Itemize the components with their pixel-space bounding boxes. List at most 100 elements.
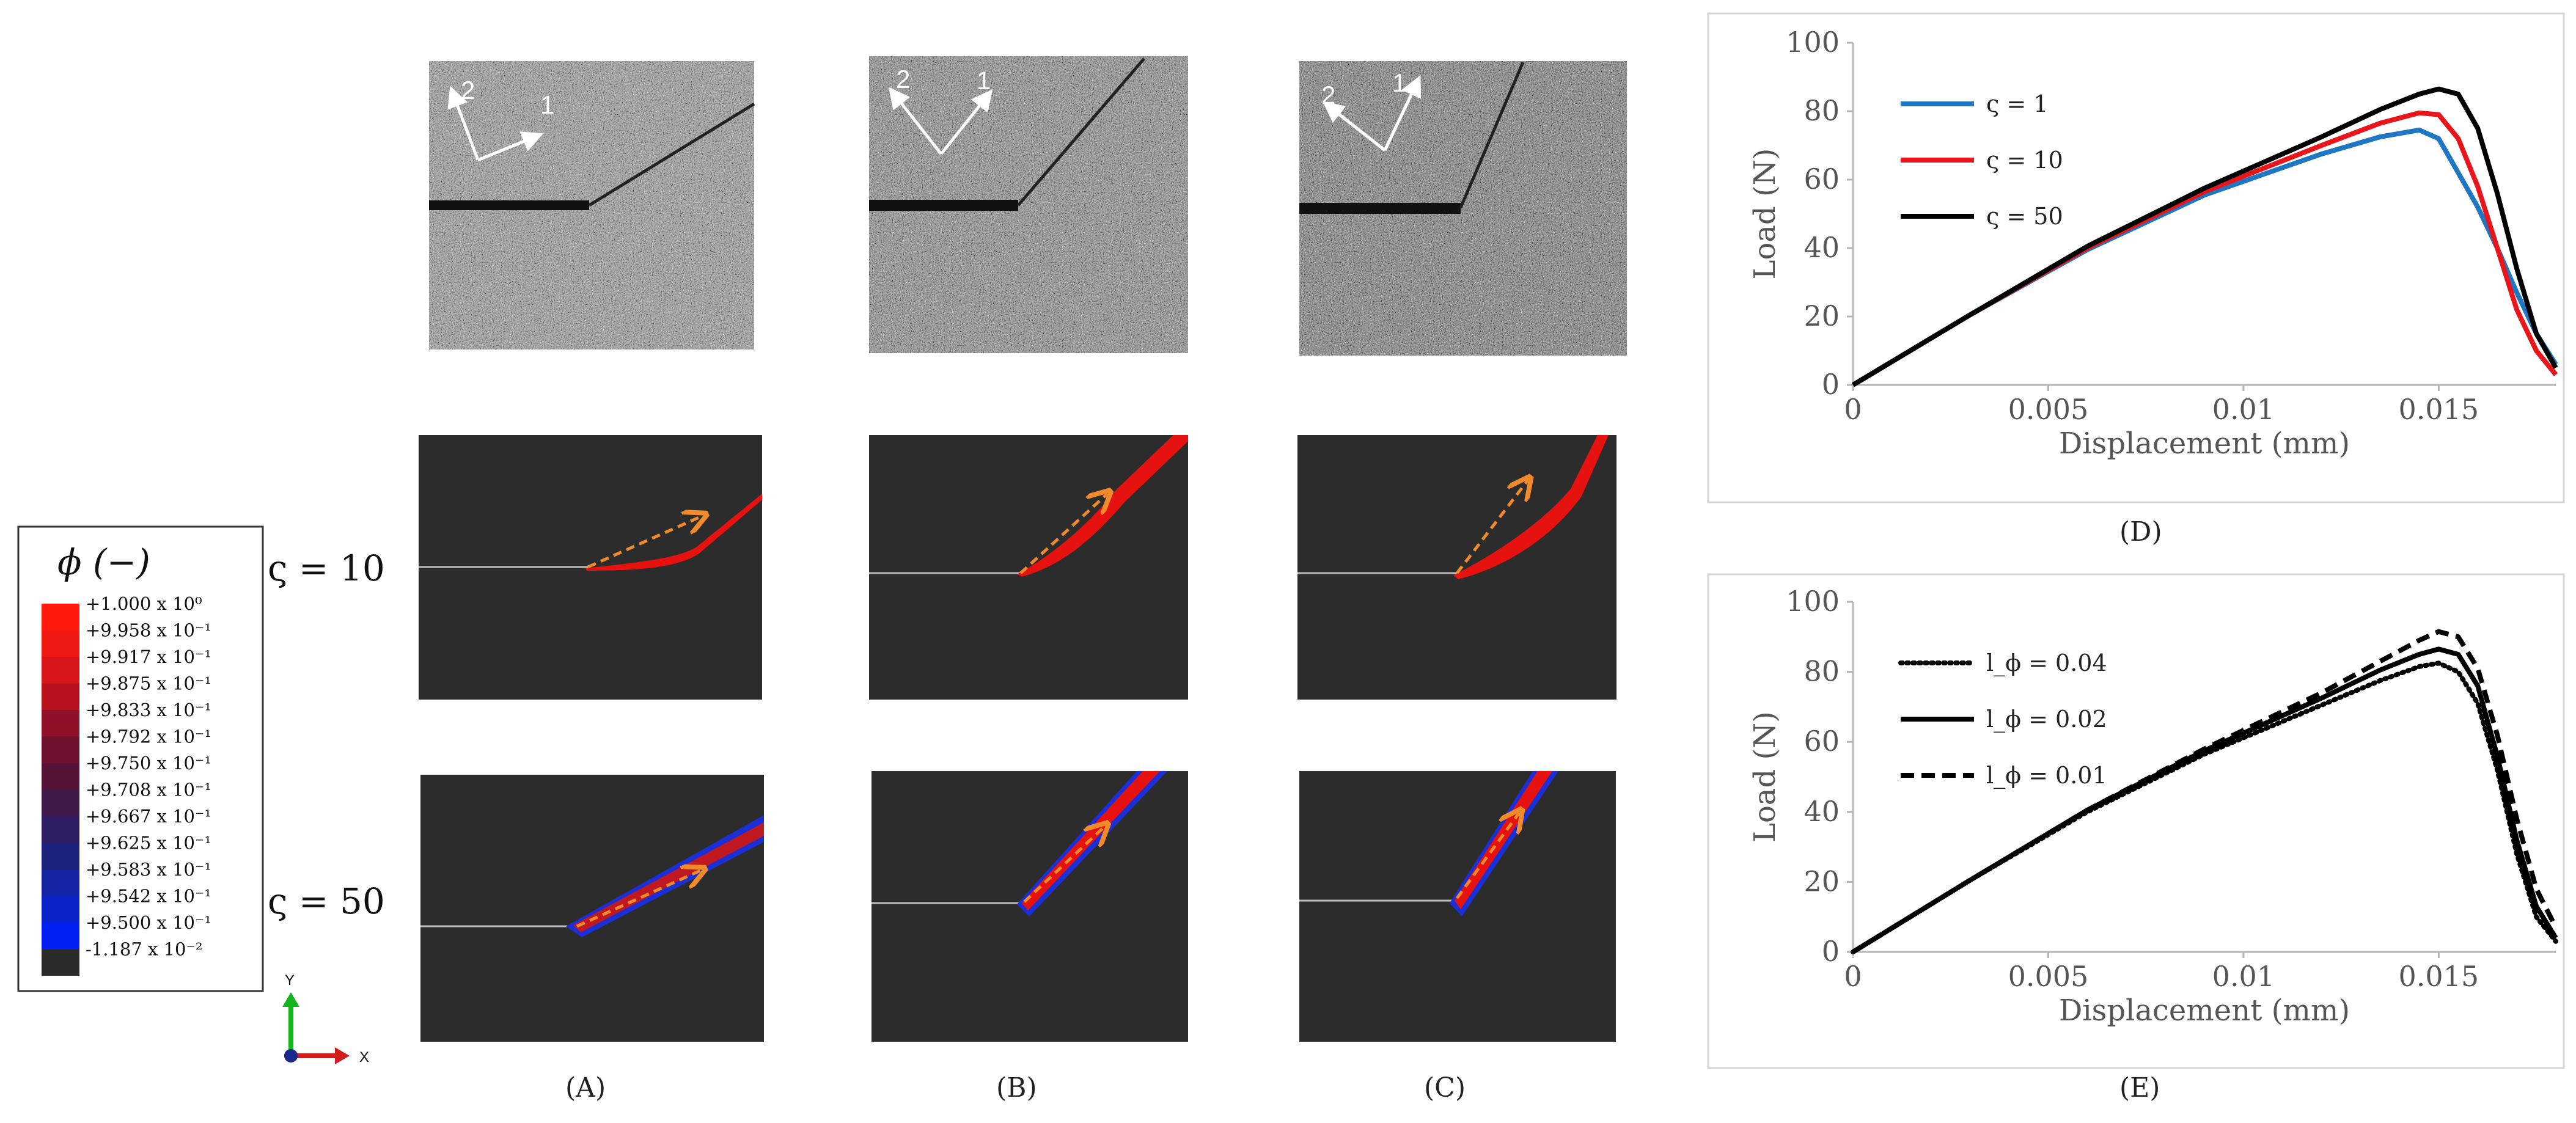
axes-triad: Y X xyxy=(282,972,369,1066)
x-tick-label: 0.005 xyxy=(2008,393,2089,426)
colorbar-tick-label: +9.917 x 10⁻¹ xyxy=(86,646,211,667)
x-tick-label: 0.005 xyxy=(2008,960,2089,993)
crack-c xyxy=(1459,62,1525,208)
legend-label: l_ϕ = 0.02 xyxy=(1986,706,2107,733)
direction-arrow xyxy=(1456,480,1528,574)
x-tick-label: 0.01 xyxy=(2212,393,2275,426)
colorbar-tick-label: +9.792 x 10⁻¹ xyxy=(86,726,211,747)
y-tick-label: 80 xyxy=(1804,94,1840,127)
colorbar-tick-label: +9.542 x 10⁻¹ xyxy=(86,886,211,907)
colorbar-swatch xyxy=(42,949,79,976)
colorbar-tick-label: +9.875 x 10⁻¹ xyxy=(86,673,211,694)
colorbar-swatch xyxy=(42,630,79,657)
colorbar-swatch xyxy=(42,683,79,710)
x-tick-label: 0.015 xyxy=(2398,393,2479,426)
sim-b-10 xyxy=(869,435,1188,700)
x-axis-title: Displacement (mm) xyxy=(2059,426,2350,461)
sim-a-10 xyxy=(419,435,762,700)
colorbar-swatch xyxy=(42,604,79,631)
crack-b xyxy=(1017,57,1145,207)
legend-label: ς = 50 xyxy=(1986,203,2063,230)
panel-label-c: (C) xyxy=(1424,1072,1466,1103)
colorbar-tick-label: +9.750 x 10⁻¹ xyxy=(86,753,211,774)
y-tick-label: 40 xyxy=(1804,231,1840,264)
colorbar-swatch xyxy=(42,923,79,949)
photo-c: 2 1 xyxy=(1299,61,1627,356)
notch-b xyxy=(869,200,1018,211)
legend-label: ς = 1 xyxy=(1986,90,2048,117)
row-label-1: ς = 10 xyxy=(268,547,385,589)
panel-label-d: (D) xyxy=(2119,516,2162,547)
colorbar-tick-label: +1.000 x 10⁰ xyxy=(86,593,202,614)
colorbar: ϕ (−) +1.000 x 10⁰ +9.958 x 10⁻¹ +9.917 x … xyxy=(17,525,264,992)
arrow-label-2-b: 2 xyxy=(896,65,910,93)
legend-label: l_ϕ = 0.01 xyxy=(1986,762,2107,789)
colorbar-swatch xyxy=(42,816,79,843)
arrow-label-1-b: 1 xyxy=(977,66,991,95)
x-tick-label: 0.01 xyxy=(2212,960,2275,993)
colorbar-swatch xyxy=(42,736,79,763)
colorbar-tick-label: +9.500 x 10⁻¹ xyxy=(86,912,211,933)
crack-band xyxy=(1453,435,1609,579)
photo-a: 2 1 xyxy=(429,61,755,349)
x-tick-label: 0.015 xyxy=(2398,960,2479,993)
y-tick-label: 60 xyxy=(1804,725,1840,758)
colorbar-swatch xyxy=(42,896,79,923)
chart-e-frame xyxy=(1707,573,2565,1069)
y-tick-label: 40 xyxy=(1804,795,1840,828)
y-tick-label: 20 xyxy=(1804,299,1840,332)
arrow-label-1-c: 1 xyxy=(1392,68,1406,97)
y-axis-title: Load (N) xyxy=(1748,148,1782,280)
direction-arrow xyxy=(1023,826,1105,903)
crack-a xyxy=(588,102,755,207)
triad-origin xyxy=(284,1049,298,1063)
y-axis-title: Load (N) xyxy=(1748,711,1782,843)
x-tick-label: 0 xyxy=(1844,960,1862,993)
direction-arrow xyxy=(576,870,702,928)
y-tick-label: 80 xyxy=(1804,655,1840,688)
x-tick-label: 0 xyxy=(1844,393,1862,426)
photo-b: 2 1 xyxy=(869,56,1188,353)
colorbar-tick-label: -1.187 x 10⁻² xyxy=(86,939,202,960)
notch-c xyxy=(1299,203,1461,214)
sim-c-50 xyxy=(1299,771,1616,1042)
triad-x-label: X xyxy=(359,1049,369,1066)
chart-d: 0 20 40 60 80 100 0 0.005 0.01 0.015 Displacement … xyxy=(1748,26,2558,461)
sim-b-50 xyxy=(872,771,1188,1042)
colorbar-tick-label: +9.708 x 10⁻¹ xyxy=(86,780,211,800)
colorbar-swatch xyxy=(42,789,79,816)
colorbar-swatch xyxy=(42,869,79,896)
colorbar-swatch xyxy=(42,710,79,737)
triad-y-label: Y xyxy=(285,972,295,989)
colorbar-tick-label: +9.583 x 10⁻¹ xyxy=(86,859,211,880)
series-line-3 xyxy=(1851,629,2558,954)
colorbar-swatch xyxy=(42,657,79,684)
y-tick-label: 60 xyxy=(1804,163,1840,196)
colorbar-swatches: +1.000 x 10⁰ +9.958 x 10⁻¹ +9.917 x 10⁻¹ +9… xyxy=(42,593,211,976)
arrow-label-2-a: 2 xyxy=(461,76,475,104)
y-tick-label: 20 xyxy=(1804,865,1840,898)
chart-e: 0 20 40 60 80 100 0 0.005 0.01 0.015 Displacement … xyxy=(1748,585,2558,1028)
y-tick-label: 0 xyxy=(1822,935,1840,968)
colorbar-swatch xyxy=(42,763,79,790)
legend-label: l_ϕ = 0.04 xyxy=(1986,649,2107,677)
colorbar-tick-label: +9.833 x 10⁻¹ xyxy=(86,700,211,720)
direction-arrow xyxy=(1019,494,1107,574)
arrow-label-1-a: 1 xyxy=(540,90,554,119)
panel-label-a: (A) xyxy=(565,1072,606,1103)
sim-a-50 xyxy=(420,775,764,1042)
colorbar-tick-label: +9.958 x 10⁻¹ xyxy=(86,620,211,641)
direction-arrow xyxy=(587,516,703,569)
colorbar-swatch xyxy=(42,843,79,869)
crack-band xyxy=(1017,435,1188,577)
direction-arrow xyxy=(1455,813,1519,899)
legend-label: ς = 10 xyxy=(1986,147,2063,174)
arrow-label-2-c: 2 xyxy=(1321,81,1335,109)
y-tick-label: 100 xyxy=(1786,585,1840,618)
y-tick-label: 0 xyxy=(1822,368,1840,401)
panel-label-e: (E) xyxy=(2119,1072,2160,1103)
notch-a xyxy=(429,200,589,210)
panel-label-b: (B) xyxy=(996,1072,1037,1103)
x-axis-title: Displacement (mm) xyxy=(2059,993,2350,1028)
